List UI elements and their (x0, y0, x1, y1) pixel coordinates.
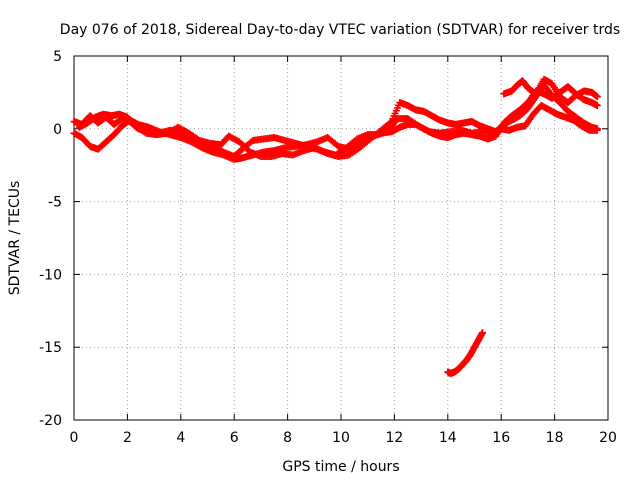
grid-lines (74, 56, 608, 420)
x-tick-label-14: 14 (439, 430, 457, 446)
y-axis-label: SDTVAR / TECUs (7, 181, 23, 296)
x-tick-label-2: 2 (123, 430, 132, 446)
chart-title: Day 076 of 2018, Sidereal Day-to-day VTE… (60, 22, 620, 38)
x-tick-label-6: 6 (230, 430, 239, 446)
x-tick-label-16: 16 (492, 430, 510, 446)
data-point (593, 102, 601, 110)
x-axis-label: GPS time / hours (282, 459, 399, 475)
x-tick-label-0: 0 (70, 430, 79, 446)
x-tick-label-8: 8 (283, 430, 292, 446)
y-tick-label-minus5: -5 (48, 195, 62, 211)
x-tick-label-18: 18 (546, 430, 564, 446)
x-tick-label-10: 10 (332, 430, 350, 446)
x-tick-label-4: 4 (176, 430, 185, 446)
axis-ticks (73, 55, 609, 421)
y-tick-labels: 5 0 -5 -10 -15 -20 (39, 49, 62, 429)
x-tick-label-20: 20 (599, 430, 617, 446)
x-tick-label-12: 12 (385, 430, 403, 446)
y-tick-label-minus15: -15 (39, 340, 62, 356)
y-tick-label-0: 0 (53, 122, 62, 138)
y-tick-label-5: 5 (53, 49, 62, 65)
y-tick-label-minus20: -20 (39, 413, 62, 429)
data-point (479, 329, 487, 337)
data-point (593, 126, 601, 134)
y-tick-label-minus10: -10 (39, 267, 62, 283)
data-marks (70, 75, 601, 377)
x-tick-labels: 0 2 4 6 8 10 12 14 16 18 20 (70, 430, 617, 446)
data-point (593, 93, 601, 101)
